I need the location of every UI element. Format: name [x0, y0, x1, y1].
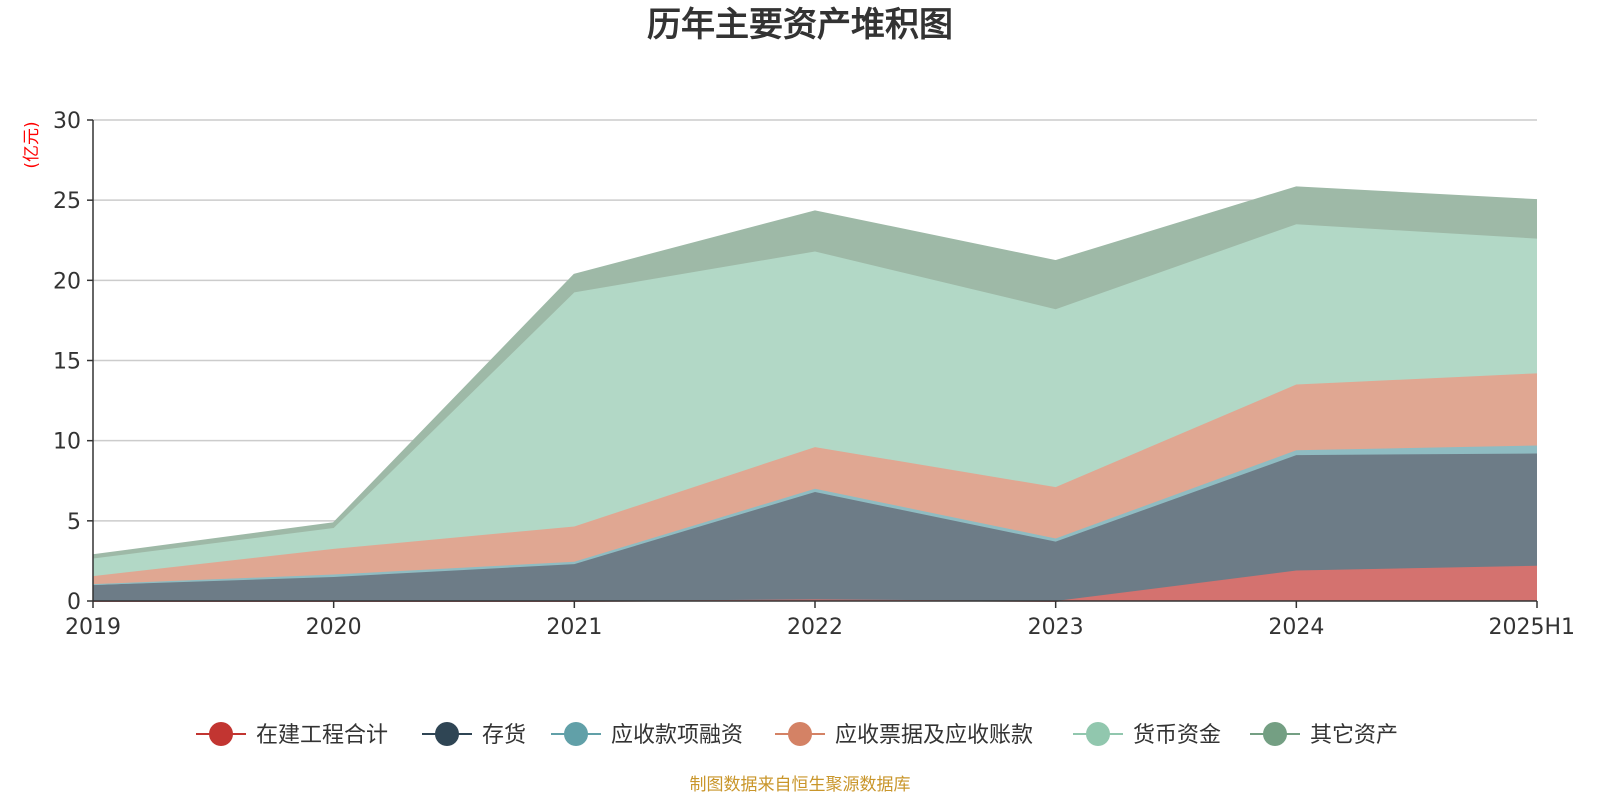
legend: 在建工程合计 存货 应收款项融资 应收票据及应收账款 货币资金 其它资产 [196, 722, 1398, 748]
area-series-1 [93, 453, 1537, 601]
legend-label: 应收款项融资 [611, 723, 743, 748]
data-source-note: 制图数据来自恒生聚源数据库 [690, 775, 911, 795]
y-tick-label: 5 [67, 510, 81, 535]
legend-item[interactable]: 应收款项融资 [551, 722, 743, 748]
area-series-3 [93, 373, 1537, 585]
x-tick-label: 2021 [546, 615, 602, 640]
x-tick-label: 2020 [306, 615, 362, 640]
axes: 0 5 10 15 20 25 30 2019 2020 2021 2022 2023 2024 2025… [53, 109, 1575, 640]
chart-title: 历年主要资产堆积图 [647, 5, 953, 45]
area-series-edge-5 [92, 186, 1538, 557]
area-series-4 [93, 224, 1537, 577]
legend-label: 货币资金 [1133, 723, 1221, 748]
legend-label: 应收票据及应收账款 [835, 723, 1033, 748]
legend-circle-marker [1086, 722, 1110, 746]
legend-item[interactable]: 应收票据及应收账款 [775, 722, 1033, 748]
legend-item[interactable]: 其它资产 [1250, 722, 1398, 748]
y-tick-label: 15 [53, 350, 81, 375]
legend-label: 其它资产 [1310, 723, 1398, 748]
legend-item[interactable]: 存货 [422, 722, 526, 748]
legend-circle-marker [564, 722, 588, 746]
x-tick-label: 2023 [1028, 615, 1084, 640]
area-series-0 [93, 565, 1537, 601]
y-tick-label: 30 [53, 109, 81, 134]
y-tick-label: 10 [53, 430, 81, 455]
legend-circle-marker [209, 722, 233, 746]
y-tick-label: 0 [67, 590, 81, 615]
y-tick-label: 25 [53, 189, 81, 214]
x-tick-label: 2019 [65, 615, 121, 640]
legend-label: 存货 [482, 723, 526, 748]
y-axis-unit-label: (亿元) [22, 121, 42, 168]
x-tick-label: 2025H1 [1488, 615, 1575, 640]
legend-circle-marker [1263, 722, 1287, 746]
legend-label: 在建工程合计 [256, 723, 388, 748]
y-tick-label: 20 [53, 269, 81, 294]
legend-circle-marker [435, 722, 459, 746]
legend-item[interactable]: 在建工程合计 [196, 722, 388, 748]
area-series-5 [93, 187, 1537, 559]
legend-circle-marker [788, 722, 812, 746]
legend-item[interactable]: 货币资金 [1073, 722, 1221, 748]
area-series-layer [92, 186, 1538, 603]
x-tick-label: 2024 [1268, 615, 1324, 640]
x-tick-label: 2022 [787, 615, 843, 640]
